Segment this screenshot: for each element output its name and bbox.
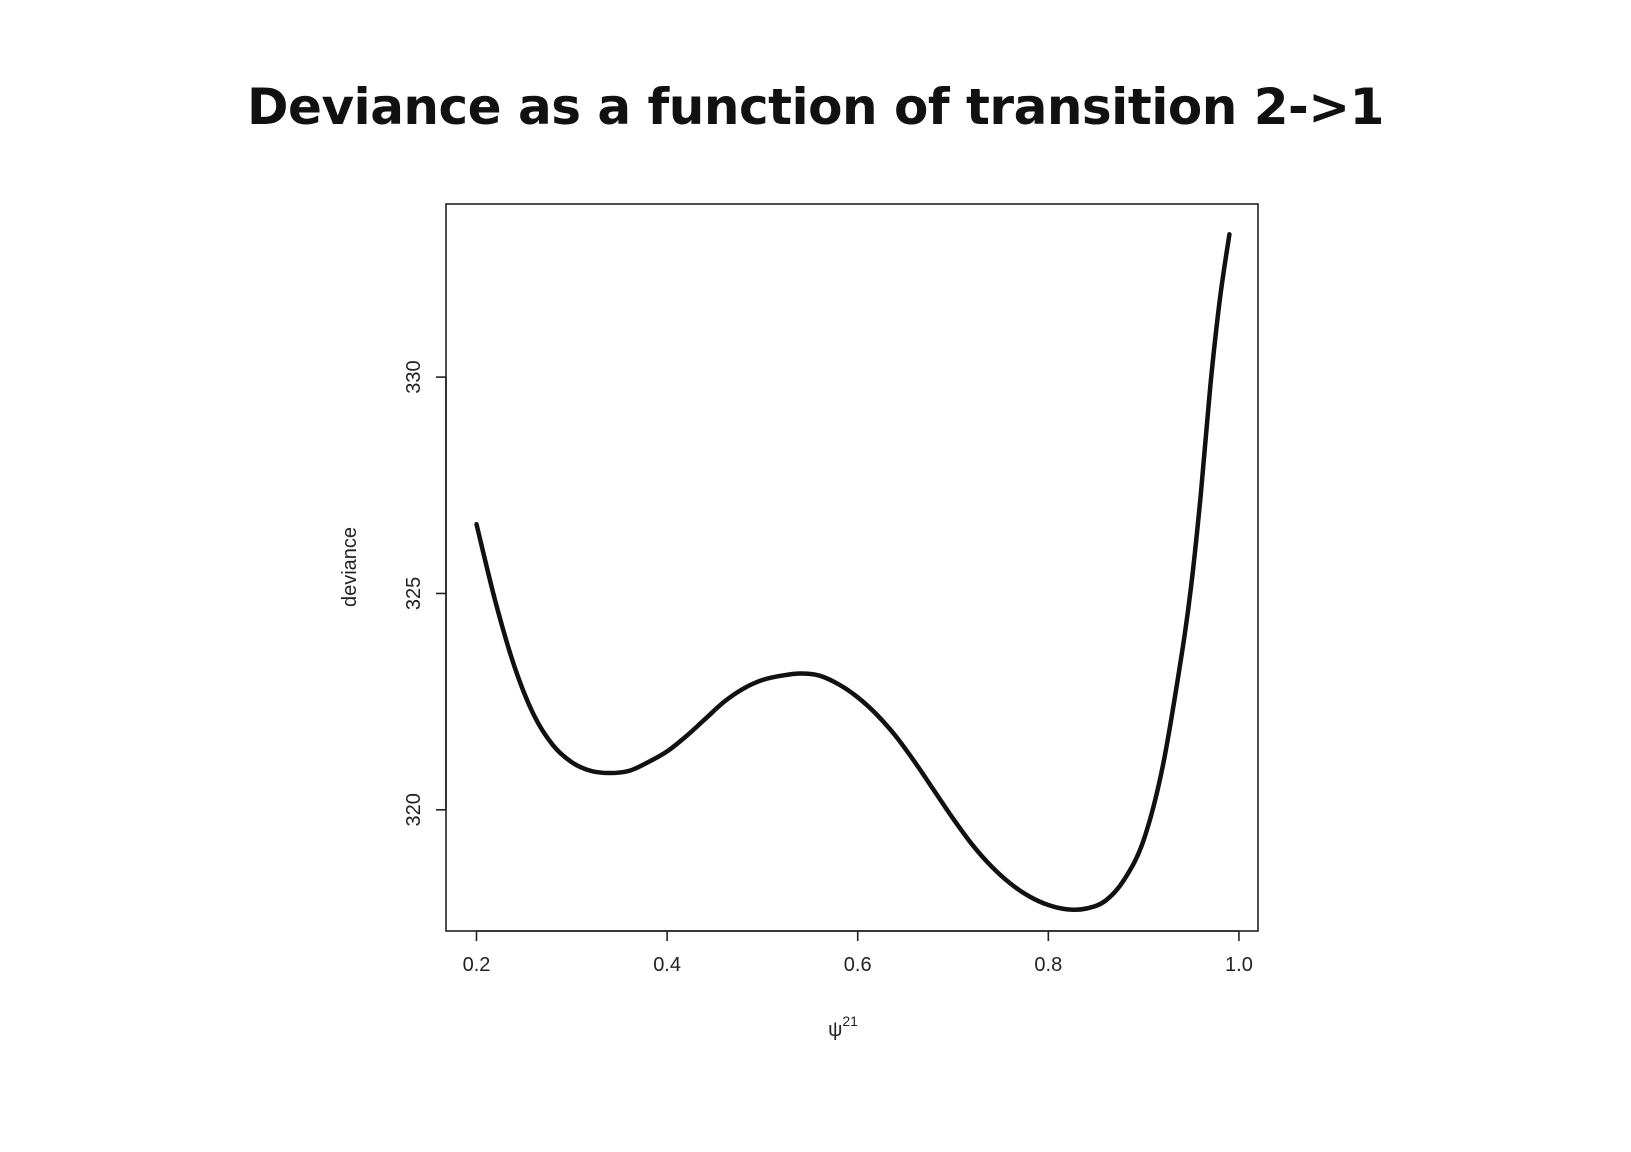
x-tick-label: 1.0 [1225,954,1253,976]
y-axis-label: deviance [339,527,361,607]
x-tick-label: 0.6 [844,954,872,976]
chart-title: Deviance as a function of transition 2->… [247,78,1384,136]
x-axis-label-superscript: 21 [842,1013,858,1029]
y-axis: 320 325 330 [403,360,447,827]
y-tick-label: 325 [403,577,425,610]
y-tick-label: 320 [403,793,425,826]
x-axis-label: ψ21 [828,1013,858,1041]
deviance-curve [474,232,1232,912]
x-tick-label: 0.4 [653,954,681,976]
x-axis-label-base: ψ [828,1019,842,1041]
plot-frame [445,203,1259,932]
x-tick-label: 0.8 [1034,954,1062,976]
y-tick-label: 330 [403,360,425,393]
x-axis: 0.2 0.4 0.6 0.8 1.0 [463,930,1253,976]
x-tick-label: 0.2 [463,954,491,976]
